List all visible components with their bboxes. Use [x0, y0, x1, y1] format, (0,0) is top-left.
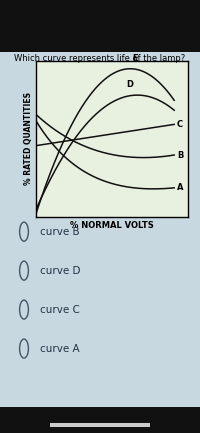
Text: B: B [177, 151, 183, 159]
Text: D: D [126, 81, 133, 90]
Text: curve A: curve A [40, 343, 80, 354]
Text: C: C [177, 120, 183, 129]
Text: Which curve represents life of the lamp?: Which curve represents life of the lamp? [14, 54, 186, 63]
X-axis label: % NORMAL VOLTS: % NORMAL VOLTS [70, 221, 154, 229]
Text: A: A [177, 183, 183, 192]
Text: curve B: curve B [40, 226, 80, 237]
Text: E: E [133, 54, 138, 63]
Text: curve D: curve D [40, 265, 80, 276]
Text: curve C: curve C [40, 304, 80, 315]
Y-axis label: % RATED QUANTITIES: % RATED QUANTITIES [24, 92, 33, 185]
